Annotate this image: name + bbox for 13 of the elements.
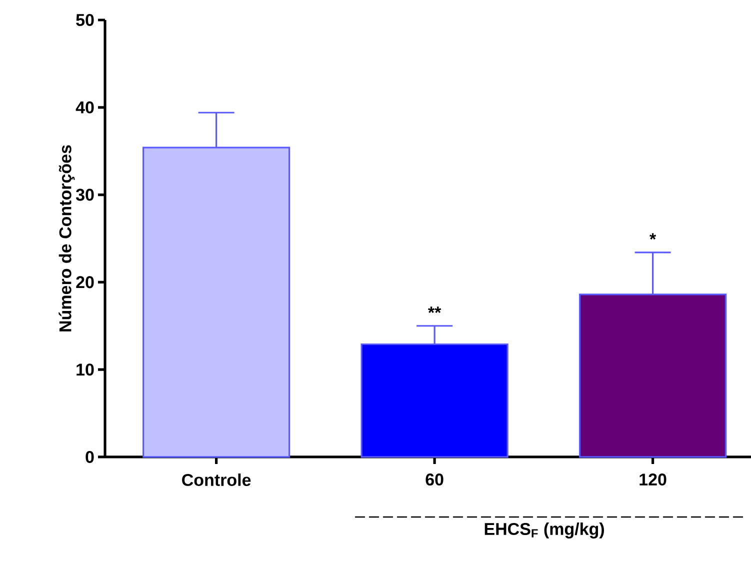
x-axis-title: EHCS$_{F}$ (mg/kg) <box>484 522 604 538</box>
y-tick-label: 50 <box>76 14 94 26</box>
y-tick-label: 40 <box>76 101 94 114</box>
y-axis-title: Número de Contorções <box>58 145 75 332</box>
annotation: * <box>650 233 656 240</box>
y-tick-label: 20 <box>76 276 94 288</box>
x-tick-label: 120 <box>640 474 666 486</box>
y-tick-label: 0 <box>86 450 94 464</box>
annotation: ** <box>428 306 442 313</box>
y-tick-label: 30 <box>76 188 94 201</box>
y-tick-label: 10 <box>76 364 94 376</box>
x-tick-label: 60 <box>426 474 444 486</box>
x-tick-label: Controle <box>182 474 251 486</box>
